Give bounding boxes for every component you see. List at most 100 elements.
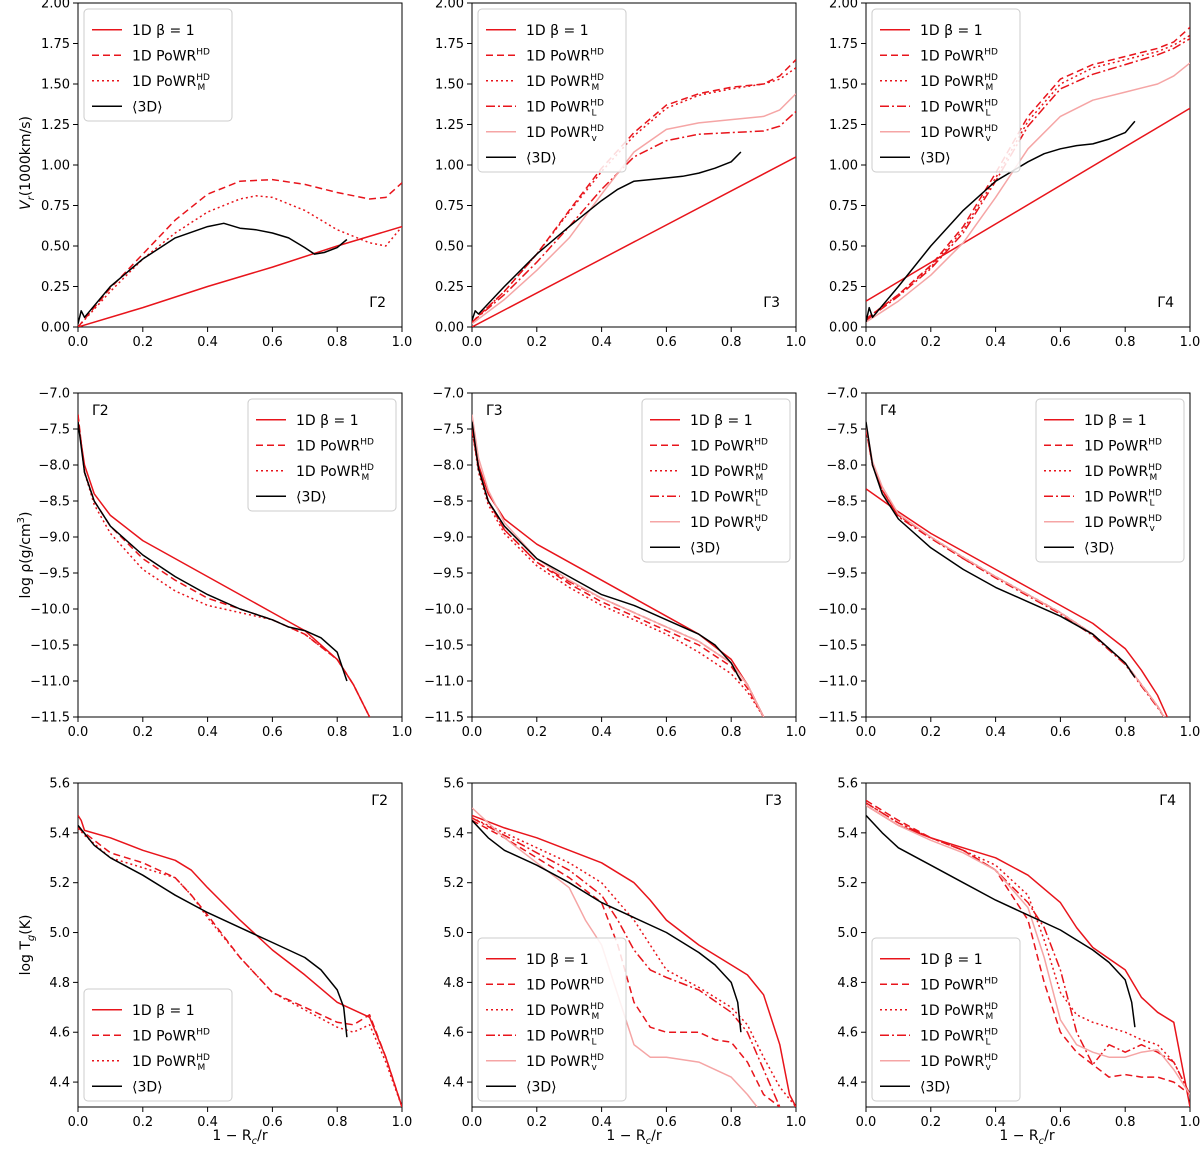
ylabel-velocity: V <box>18 199 34 210</box>
y-tick-label: 5.2 <box>837 876 858 891</box>
y-tick-label: 5.0 <box>443 926 464 941</box>
legend-label-2-sup: HD <box>1148 463 1162 473</box>
svg-text:1 − Rc/r: 1 − Rc/r <box>212 1128 267 1147</box>
xlabel-3-tail: /r <box>1044 1128 1055 1144</box>
legend-label-1: 1D PoWRHD <box>690 437 768 454</box>
y-tick-label: 5.6 <box>837 777 858 792</box>
legend-label-0: 1D β = 1 <box>920 952 983 968</box>
y-tick-label: −11.5 <box>30 711 70 726</box>
x-tick-label: 0.2 <box>526 725 547 740</box>
series-line-1 <box>472 428 765 717</box>
axes-frame <box>77 392 403 718</box>
legend-label-2-sub: M <box>756 473 764 483</box>
panel-label: Γ4 <box>1159 793 1176 809</box>
legend-label-1-sup: HD <box>1148 437 1162 447</box>
y-tick-label: −8.0 <box>38 459 70 474</box>
y-tick-label: 1.25 <box>41 118 70 133</box>
panel-label: Γ3 <box>765 793 782 809</box>
panel-label: Γ2 <box>369 295 386 311</box>
y-tick-label: 5.0 <box>49 926 70 941</box>
panels: 0.0 0.2 0.4 0.6 0.8 1.0 0.00 0.25 0.50 0.75 1.00 1.… <box>30 0 1200 1130</box>
y-tick-label: −7.0 <box>826 387 858 402</box>
legend-label-4: 1D PoWRHD v <box>690 514 768 534</box>
y-tick-label: 5.6 <box>443 777 464 792</box>
x-tick-label: 0.2 <box>920 1115 941 1130</box>
y-tick-label: 1.75 <box>435 37 464 52</box>
legend-label-2-sup: HD <box>196 1053 210 1063</box>
svg-text:Vr(1000km/s): Vr(1000km/s) <box>18 116 37 210</box>
ylabel-density-sup: 3 <box>16 517 27 523</box>
legend-label-2-sup: HD <box>590 1002 604 1012</box>
series-line-5 <box>866 421 1136 678</box>
legend: 1D β = 1 1D PoWRHD 1D PoWRHD M 1D PoWRHD L 1D … <box>477 8 627 173</box>
x-tick-label: 1.0 <box>786 725 807 740</box>
legend: 1D β = 1 1D PoWRHD 1D PoWRHD M ⟨3D⟩ <box>83 8 233 122</box>
y-tick-label: −8.0 <box>432 459 464 474</box>
legend-label-3: 1D PoWRHD L <box>1084 488 1162 508</box>
x-tick-label: 0.8 <box>1115 1115 1136 1130</box>
x-tick-label: 0.6 <box>1050 1115 1071 1130</box>
legend: 1D β = 1 1D PoWRHD 1D PoWRHD M 1D PoWRHD L 1D … <box>641 398 791 563</box>
series-line-2 <box>866 34 1190 320</box>
series-line-3 <box>78 824 348 1038</box>
legend-label-5: ⟨3D⟩ <box>690 540 721 556</box>
series-line-3 <box>472 817 781 1107</box>
y-tick-label: −10.5 <box>424 639 464 654</box>
x-tick-label: 0.4 <box>197 725 218 740</box>
legend-label-0: 1D β = 1 <box>920 23 983 39</box>
x-tick-label: 0.6 <box>656 725 677 740</box>
series-group <box>78 814 402 1107</box>
x-tick-label: 0.8 <box>1115 335 1136 350</box>
x-tick-label: 0.4 <box>591 725 612 740</box>
legend-label-2-sup: HD <box>360 463 374 473</box>
legend-label-5: ⟨3D⟩ <box>526 1079 557 1095</box>
x-tick-label: 0.6 <box>262 725 283 740</box>
xlabel-col-3: 1 − Rc/r <box>999 1128 1054 1147</box>
series-line-5 <box>866 814 1136 1028</box>
ylabel-density: log ρ(g/cm <box>18 523 34 598</box>
panel-t-g3: 0.0 0.2 0.4 0.6 0.8 1.0 4.4 4.6 4.8 5.0 5.2 5.4 5.6 Γ… <box>443 777 806 1131</box>
axes-frame <box>77 782 403 1108</box>
legend-label-1: 1D PoWRHD <box>526 976 604 993</box>
x-tick-label: 0.6 <box>656 1115 677 1130</box>
y-tick-label: 1.50 <box>435 78 464 93</box>
x-tick-label: 1.0 <box>392 335 413 350</box>
row-ylabel-density: log ρ(g/cm3) <box>16 512 34 599</box>
y-tick-label: −8.5 <box>826 495 858 510</box>
y-tick-label: −7.0 <box>432 387 464 402</box>
y-tick-label: 0.25 <box>829 280 858 295</box>
xlabel-2-sub: c <box>646 1136 652 1147</box>
x-tick-label: 1.0 <box>786 335 807 350</box>
x-tick-label: 0.4 <box>591 1115 612 1130</box>
legend-label-2: 1D PoWRHD M <box>690 463 768 483</box>
x-tick-label: 0.0 <box>462 1115 483 1130</box>
legend-frame <box>247 398 397 512</box>
x-tick-label: 0.2 <box>132 725 153 740</box>
y-tick-label: −7.0 <box>38 387 70 402</box>
y-tick-label: −10.5 <box>30 639 70 654</box>
y-tick-label: −7.5 <box>38 423 70 438</box>
legend-label-4: 1D PoWRHD v <box>526 1053 604 1073</box>
y-tick-label: −11.0 <box>818 675 858 690</box>
legend-label-3-sub: L <box>986 1037 991 1047</box>
panel-t-g4: 0.0 0.2 0.4 0.6 0.8 1.0 4.4 4.6 4.8 5.0 5.2 5.4 5.6 Γ… <box>837 777 1200 1131</box>
legend-label-2-sup: HD <box>590 73 604 83</box>
ylabel-temperature-tail: (K) <box>18 915 34 935</box>
legend-label-3-sub: L <box>756 498 761 508</box>
legend-label-1-sup: HD <box>196 1027 210 1037</box>
series-line-1 <box>78 178 402 327</box>
panel-v-g4: 0.0 0.2 0.4 0.6 0.8 1.0 0.00 0.25 0.50 0.75 1.00 1.… <box>829 0 1200 350</box>
y-tick-label: 4.6 <box>49 1026 70 1041</box>
y-tick-label: 1.00 <box>829 159 858 174</box>
legend-label-1-sup: HD <box>590 976 604 986</box>
legend-label-1: 1D PoWRHD <box>920 47 998 64</box>
y-tick-label: −11.0 <box>424 675 464 690</box>
legend-label-2-sup: HD <box>984 73 998 83</box>
axes-frame <box>865 782 1191 1108</box>
series-line-5 <box>866 120 1136 323</box>
panel-v-g2: 0.0 0.2 0.4 0.6 0.8 1.0 0.00 0.25 0.50 0.75 1.00 1.… <box>41 0 412 350</box>
legend-label-4-sup: HD <box>590 124 604 134</box>
y-tick-label: 1.25 <box>435 118 464 133</box>
legend-label-3: ⟨3D⟩ <box>132 99 163 115</box>
legend-frame <box>83 988 233 1102</box>
